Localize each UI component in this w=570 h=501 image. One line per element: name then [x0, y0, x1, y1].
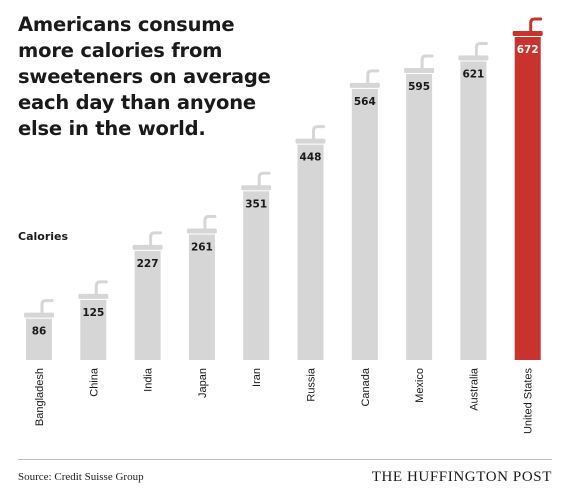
cup-lid-shape	[132, 244, 163, 250]
bar-8: 621 Australia	[458, 42, 489, 411]
x-tick-label: Mexico	[414, 368, 426, 403]
cup-lid-shape	[241, 185, 272, 191]
cup-lid-shape	[295, 138, 326, 144]
x-tick-label: Japan	[197, 368, 209, 398]
bar-value-label: 448	[300, 152, 322, 164]
bar-3: 261 Japan	[186, 215, 217, 398]
bar-rect	[26, 318, 52, 360]
bar-6: 564 Canada	[349, 69, 380, 407]
bar-rect	[134, 250, 161, 360]
straw-shape	[529, 17, 543, 33]
cup-lid-shape	[404, 68, 435, 74]
publisher-logo: THE HUFFINGTON POST	[371, 469, 552, 485]
bar-value-label: 621	[462, 69, 484, 81]
bar-value-label: 351	[245, 198, 267, 210]
bar-rect	[188, 234, 215, 360]
bar-rect	[406, 74, 433, 361]
bar-value-label: 672	[517, 44, 539, 56]
bar-1: 125 China	[78, 280, 109, 397]
bar-5: 448 Russia	[295, 125, 326, 402]
bar-rect	[351, 88, 378, 361]
bar-chart: 86 Bangladesh 125 China 227 India 261 Japan 351 I…	[24, 17, 543, 435]
cup-lid-shape	[512, 31, 543, 36]
bar-7: 595 Mexico	[404, 54, 435, 403]
bar-value-label: 595	[408, 81, 430, 93]
straw-shape	[420, 54, 434, 70]
chart-title: Americans consume more calories from swe…	[18, 13, 271, 140]
straw-shape	[257, 171, 271, 187]
y-axis-label: Calories	[18, 230, 69, 243]
bar-0: 86 Bangladesh	[24, 299, 54, 426]
bar-rect	[514, 37, 541, 360]
x-tick-label: Canada	[360, 367, 372, 406]
bar-rect	[80, 299, 107, 360]
straw-shape	[203, 215, 217, 231]
source-note: Source: Credit Suisse Group	[18, 471, 144, 483]
bar-2: 227 India	[132, 231, 163, 392]
x-tick-label: Iran	[251, 368, 263, 387]
bar-9: 672 United States	[512, 17, 543, 435]
bar-value-label: 261	[191, 242, 213, 254]
x-tick-label: India	[143, 367, 155, 392]
straw-shape	[94, 280, 108, 296]
x-tick-label: Bangladesh	[34, 368, 46, 426]
straw-shape	[366, 69, 380, 85]
bar-rect	[297, 144, 324, 360]
footer-divider	[18, 459, 552, 460]
cup-lid-shape	[349, 82, 380, 88]
x-tick-label: China	[88, 367, 100, 397]
bar-value-label: 125	[82, 307, 104, 319]
bar-rect	[243, 191, 270, 360]
cup-lid-shape	[78, 293, 109, 299]
x-tick-label: United States	[523, 368, 535, 435]
bar-value-label: 227	[137, 258, 159, 270]
cup-lid-shape	[458, 55, 489, 61]
cup-lid-shape	[186, 228, 217, 234]
bar-4: 351 Iran	[241, 171, 272, 387]
cup-lid-shape	[24, 312, 54, 318]
straw-shape	[40, 299, 54, 315]
x-tick-label: Australia	[468, 367, 480, 411]
x-tick-label: Russia	[306, 367, 318, 402]
bar-rect	[460, 61, 487, 360]
straw-shape	[474, 42, 488, 58]
bar-value-label: 564	[354, 96, 376, 108]
bar-value-label: 86	[32, 326, 47, 338]
straw-shape	[149, 231, 163, 247]
straw-shape	[312, 125, 325, 141]
